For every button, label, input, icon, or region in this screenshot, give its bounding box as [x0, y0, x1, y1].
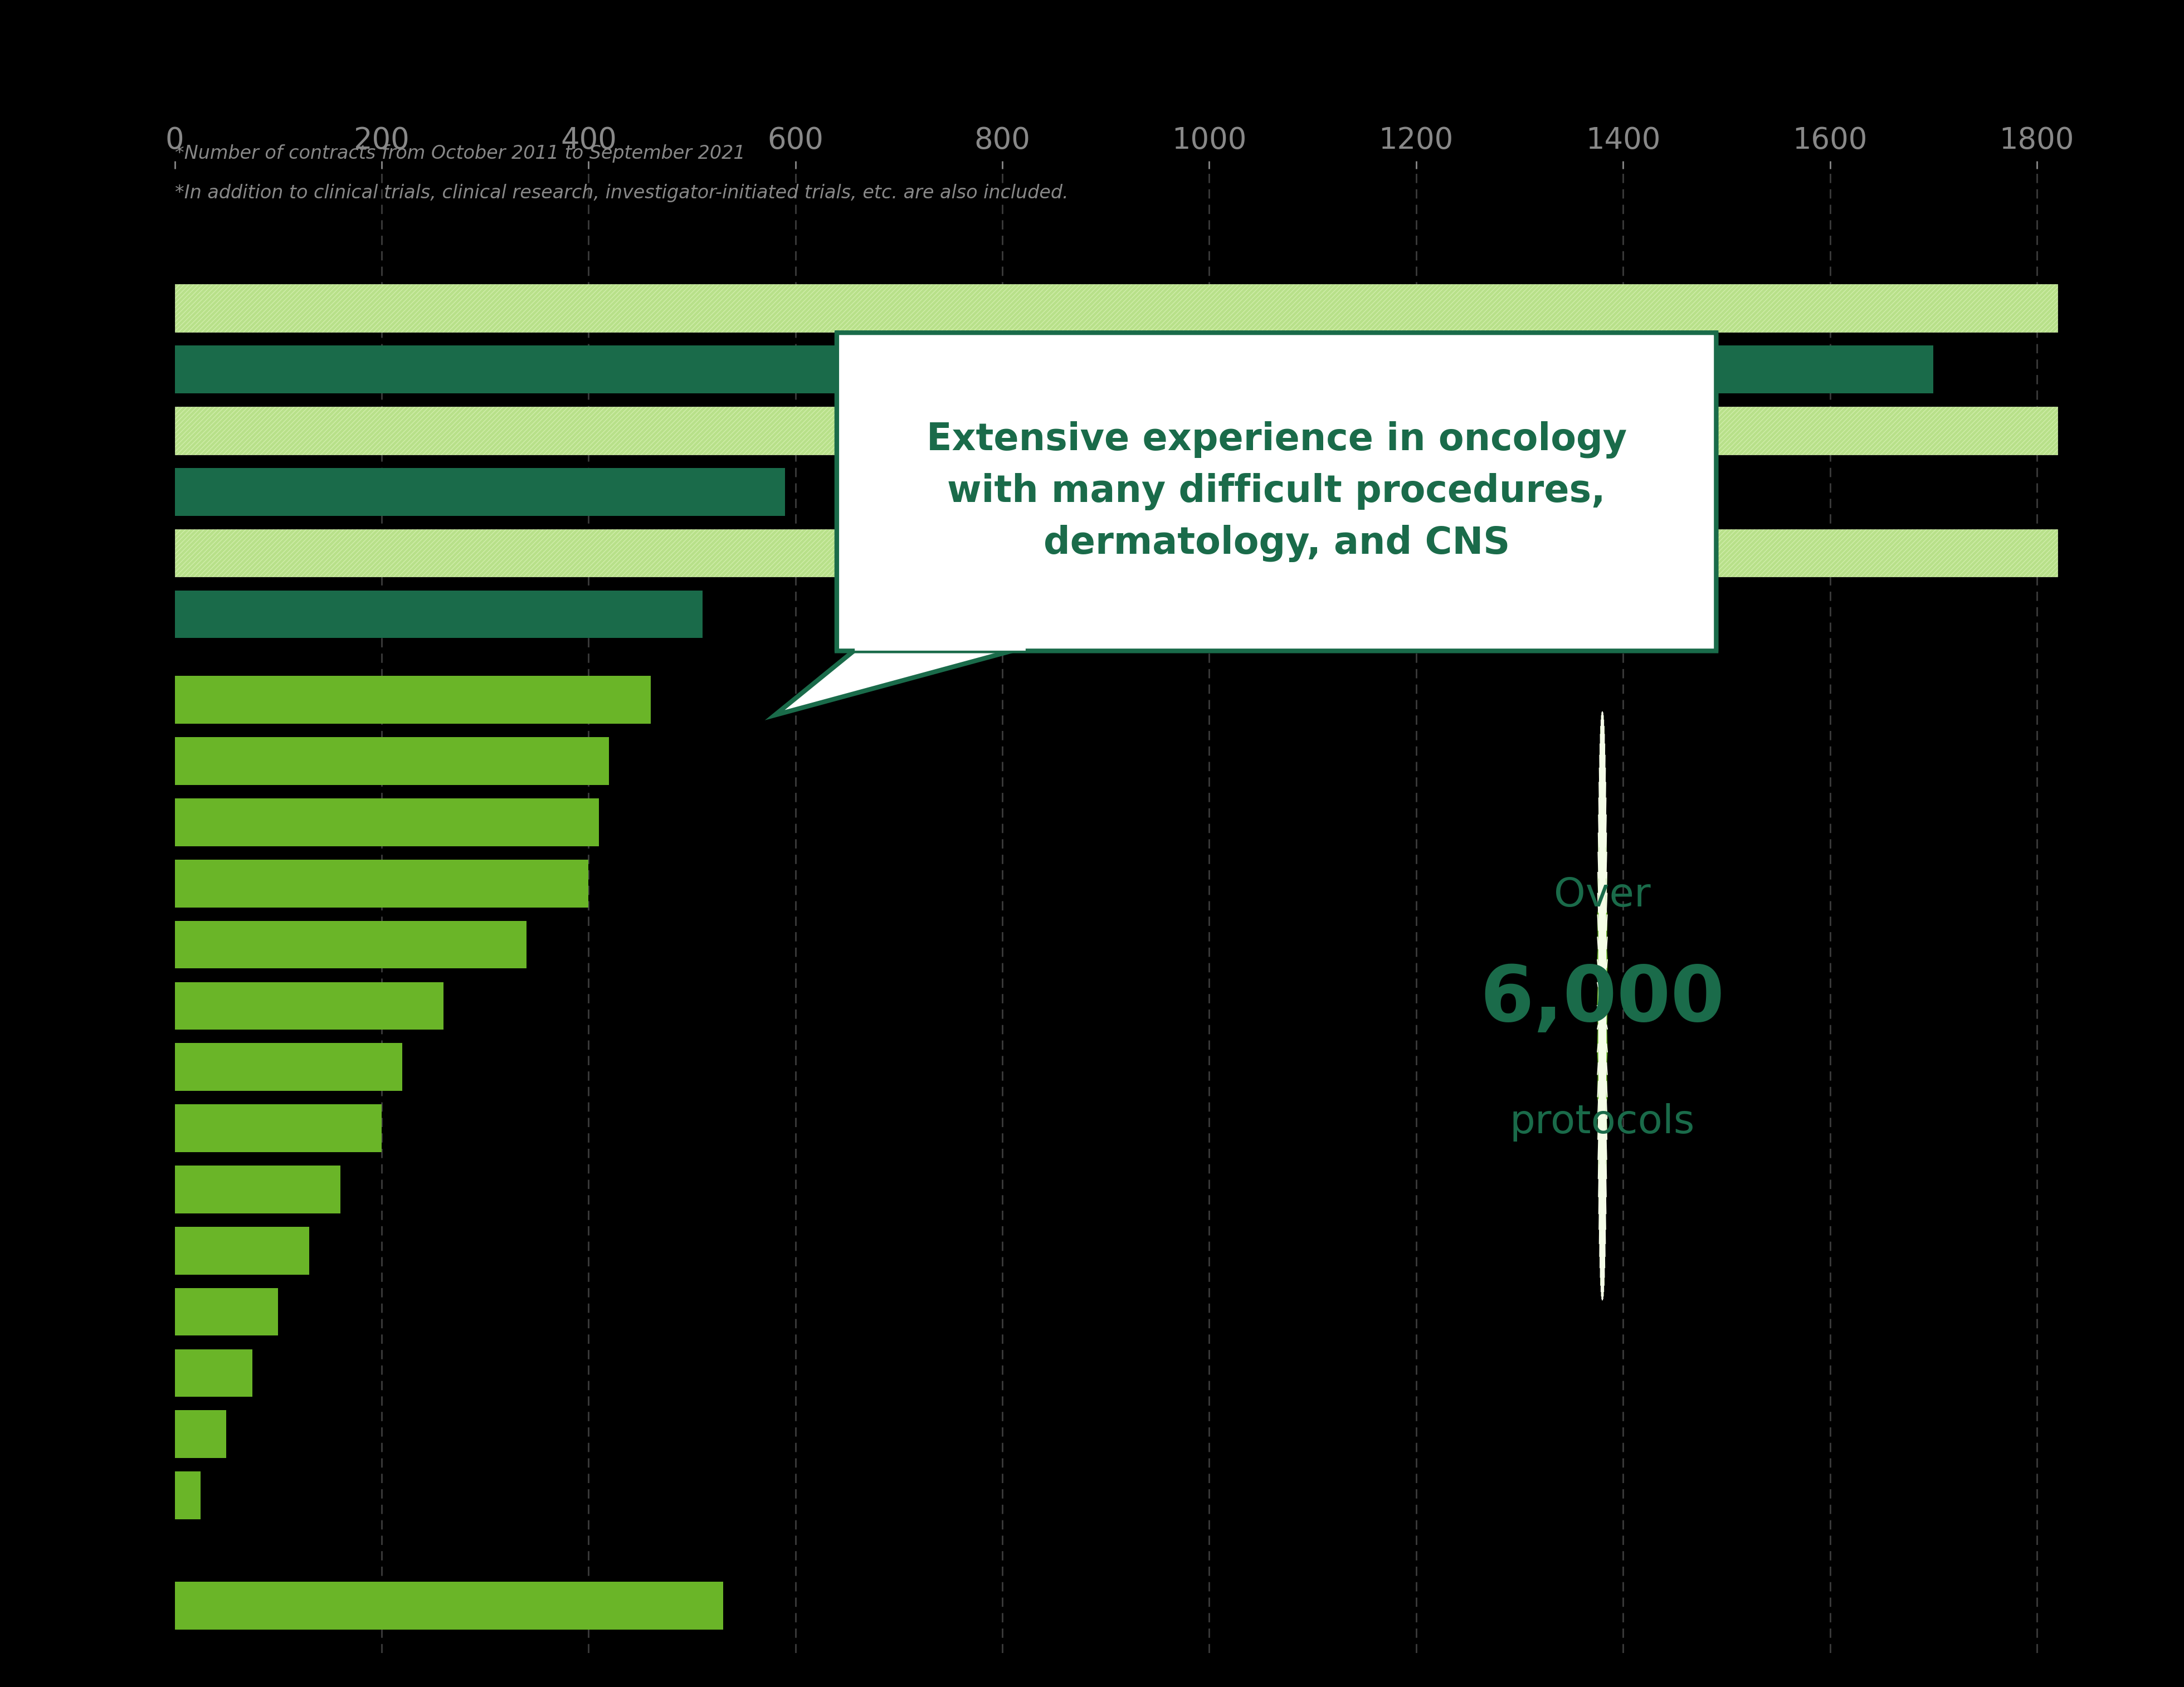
Polygon shape [775, 648, 1022, 715]
Polygon shape [1597, 712, 1607, 1299]
Text: *Number of contracts from October 2011 to September 2021: *Number of contracts from October 2011 t… [175, 143, 745, 162]
Bar [175, 676, 651, 724]
Bar [175, 1043, 402, 1091]
Bar [175, 737, 609, 784]
Bar [175, 407, 2057, 454]
Text: *In addition to clinical trials, clinical research, investigator-initiated trial: *In addition to clinical trials, clinica… [175, 184, 1068, 202]
Bar [175, 530, 2057, 577]
Text: Over: Over [1555, 877, 1651, 914]
Bar [175, 590, 703, 638]
Bar [175, 921, 526, 968]
Bar [175, 1350, 253, 1397]
Bar [175, 1471, 201, 1520]
Text: Extensive experience in oncology
with many difficult procedures,
dermatology, an: Extensive experience in oncology with ma… [926, 422, 1627, 562]
Bar [175, 1105, 382, 1152]
Bar [175, 285, 2057, 332]
Bar [175, 1287, 277, 1336]
Bar [175, 798, 598, 847]
Bar [175, 1582, 723, 1630]
Bar [175, 860, 587, 908]
Bar [175, 467, 784, 516]
Bar [175, 982, 443, 1029]
FancyBboxPatch shape [836, 332, 1717, 651]
Text: 6,000: 6,000 [1481, 962, 1725, 1038]
Circle shape [1599, 761, 1607, 1250]
Bar [175, 346, 1933, 393]
Bar [175, 1166, 341, 1213]
Bar [175, 1226, 310, 1274]
Text: protocols: protocols [1509, 1103, 1695, 1142]
Bar [175, 1410, 227, 1458]
